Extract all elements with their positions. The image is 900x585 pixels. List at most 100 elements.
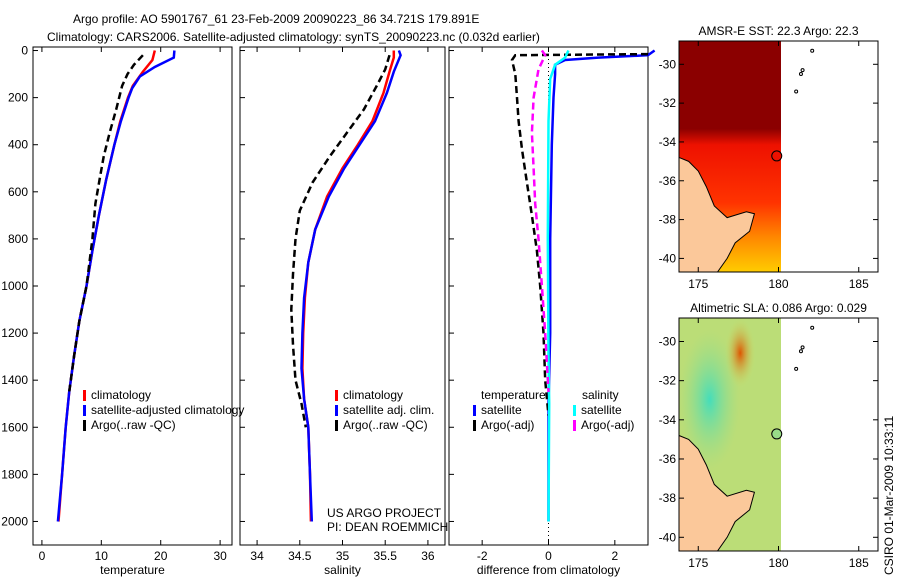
y-tick-label: 0 bbox=[21, 44, 28, 58]
legend-entry: climatology bbox=[91, 388, 151, 402]
project-label: US ARGO PROJECT bbox=[327, 506, 442, 520]
panel-temperature: 0 10 20 30 0 200 400 600 800 1000 1200 1400 1600 1800… bbox=[1, 44, 244, 577]
x-axis-label: salinity bbox=[324, 563, 361, 577]
y-tick-label: 1000 bbox=[1, 279, 28, 293]
legend-entry: satellite bbox=[481, 403, 522, 417]
series-argo-raw-qc- bbox=[290, 54, 391, 428]
y-tick-label: -36 bbox=[659, 452, 677, 466]
x-tick-label: 2 bbox=[611, 549, 618, 563]
series-salinity-argo-adj- bbox=[530, 49, 550, 393]
legend-swatch bbox=[83, 390, 86, 401]
y-tick-label: -40 bbox=[659, 530, 677, 544]
y-tick-label: 1400 bbox=[1, 373, 28, 387]
y-tick-label: 600 bbox=[8, 185, 28, 199]
island-kermadec bbox=[810, 48, 815, 53]
x-tick-label: 185 bbox=[849, 277, 869, 291]
legend-swatch bbox=[83, 420, 86, 431]
legend-swatch bbox=[335, 405, 338, 416]
island-kermadec bbox=[798, 72, 803, 76]
y-tick-label: -34 bbox=[659, 135, 677, 149]
series-argo-raw-qc- bbox=[67, 54, 144, 393]
y-tick-label: 800 bbox=[8, 232, 28, 246]
y-tick-label: 200 bbox=[8, 91, 28, 105]
series-climatology bbox=[301, 50, 396, 522]
y-tick-label: 1600 bbox=[1, 420, 28, 434]
series-climatology bbox=[57, 50, 157, 522]
y-tick-label: -40 bbox=[659, 251, 677, 265]
legend-swatch bbox=[335, 390, 338, 401]
y-tick-label: -30 bbox=[659, 57, 677, 71]
legend-entry: Argo(..raw -QC) bbox=[91, 418, 176, 432]
x-tick-label: 185 bbox=[849, 556, 869, 570]
x-tick-label: 34 bbox=[250, 549, 264, 563]
legend-swatch bbox=[573, 405, 576, 416]
x-tick-label: 180 bbox=[768, 277, 788, 291]
map-title: AMSR-E SST: 22.3 Argo: 22.3 bbox=[698, 24, 858, 38]
title-line-2: Climatology: CARS2006. Satellite-adjuste… bbox=[47, 30, 540, 44]
island-kermadec bbox=[794, 89, 799, 94]
x-tick-label: 175 bbox=[688, 277, 708, 291]
island-kermadec bbox=[800, 345, 805, 350]
y-tick-label: -38 bbox=[659, 491, 677, 505]
y-tick-label: -34 bbox=[659, 413, 677, 427]
y-tick-label: -30 bbox=[659, 334, 677, 348]
y-tick-label: 2000 bbox=[1, 514, 28, 528]
x-tick-label: 20 bbox=[154, 549, 168, 563]
island-kermadec bbox=[810, 325, 815, 330]
x-tick-label: 34.5 bbox=[288, 549, 312, 563]
x-tick-label: 35 bbox=[336, 549, 350, 563]
x-tick-label: 35.5 bbox=[374, 549, 398, 563]
panel-salinity: 34 34.5 35 35.5 36 salinity climatologysatelli… bbox=[239, 46, 446, 577]
island-kermadec bbox=[794, 366, 799, 371]
legend-entry: satellite bbox=[581, 403, 622, 417]
argo-position-marker bbox=[771, 428, 783, 440]
legend-header: salinity bbox=[582, 388, 619, 402]
legend-swatch bbox=[473, 405, 476, 416]
y-tick-label: 400 bbox=[8, 138, 28, 152]
legend-swatch bbox=[335, 420, 338, 431]
y-tick-label: -38 bbox=[659, 213, 677, 227]
x-tick-label: 180 bbox=[768, 556, 788, 570]
legend-entry: Argo(..raw -QC) bbox=[343, 418, 428, 432]
legend-entry: satellite adj. clim. bbox=[343, 403, 434, 417]
series-satellite-adj-clim- bbox=[300, 50, 402, 522]
legend-entry: Argo(-adj) bbox=[481, 418, 534, 432]
legend-header: temperature bbox=[481, 388, 546, 402]
pi-label: PI: DEAN ROEMMICH bbox=[327, 520, 448, 534]
y-tick-label: -36 bbox=[659, 174, 677, 188]
x-tick-label: 175 bbox=[688, 556, 708, 570]
land-new-zealand bbox=[678, 434, 756, 552]
x-tick-label: 36 bbox=[421, 549, 435, 563]
argo-position-marker bbox=[771, 150, 783, 162]
panel-sla-map: Altimetric SLA: 0.086 Argo: 0.029 175 180 1… bbox=[659, 301, 879, 570]
legend-entry: satellite-adjusted climatology bbox=[91, 403, 244, 417]
panel-sst-map: AMSR-E SST: 22.3 Argo: 22.3 175 180 185 -30 -… bbox=[659, 24, 879, 291]
x-tick-label: 0 bbox=[39, 549, 46, 563]
legend-entry: Argo(-adj) bbox=[581, 418, 634, 432]
island-kermadec bbox=[798, 349, 803, 354]
x-axis-label: difference from climatology bbox=[477, 563, 620, 577]
series-satellite-adjusted-climatology bbox=[56, 50, 176, 522]
title-line-1: Argo profile: AO 5901767_61 23-Feb-2009 … bbox=[73, 12, 479, 26]
map-title: Altimetric SLA: 0.086 Argo: 0.029 bbox=[690, 301, 867, 315]
legend-swatch bbox=[83, 405, 86, 416]
legend-swatch bbox=[573, 420, 576, 431]
land-new-zealand bbox=[678, 156, 756, 273]
x-tick-label: 10 bbox=[95, 549, 109, 563]
y-tick-label: -32 bbox=[659, 374, 677, 388]
y-tick-label: 1200 bbox=[1, 326, 28, 340]
x-tick-label: 30 bbox=[213, 549, 227, 563]
y-tick-label: -32 bbox=[659, 96, 677, 110]
series-temperature-satellite bbox=[547, 49, 656, 522]
series-temperature-argo-adj- bbox=[510, 52, 649, 416]
x-tick-label: -2 bbox=[477, 549, 488, 563]
side-label: CSIRO 01-Mar-2009 10:33:11 bbox=[882, 415, 896, 575]
island-kermadec bbox=[800, 68, 805, 73]
x-tick-label: 0 bbox=[545, 549, 552, 563]
legend-swatch bbox=[473, 420, 476, 431]
plot-frame bbox=[32, 46, 233, 546]
plot-frame bbox=[239, 46, 446, 546]
